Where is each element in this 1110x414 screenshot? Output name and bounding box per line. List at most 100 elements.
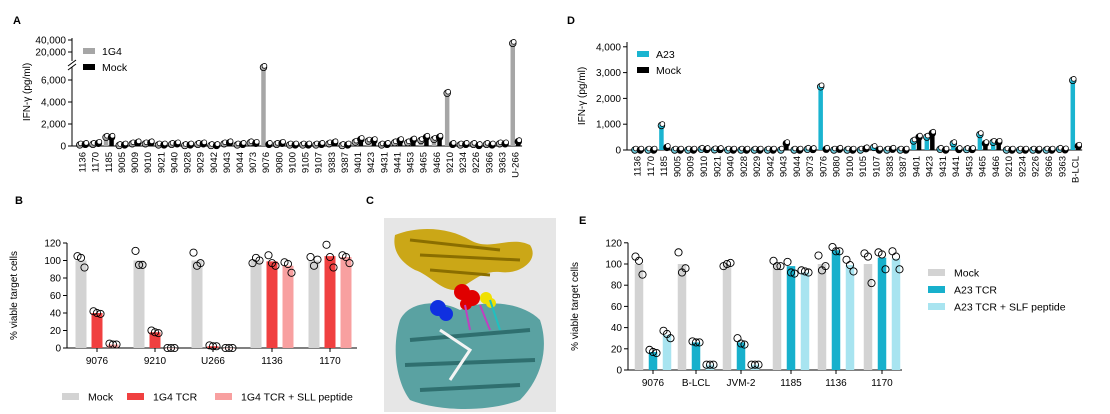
y-tick-label: 40,000 <box>35 36 66 47</box>
x-tick-label: 9431 <box>379 152 390 173</box>
bar-mock <box>930 133 935 150</box>
data-point <box>903 145 910 152</box>
bar-mock <box>916 137 922 150</box>
x-tick-label: 9466 <box>991 156 1002 177</box>
data-point <box>666 334 675 343</box>
x-tick-label: 9453 <box>406 152 417 173</box>
data-point <box>733 334 742 343</box>
x-tick-label: 9029 <box>752 156 763 177</box>
legend-swatch <box>637 51 649 57</box>
bar-mock <box>722 264 732 370</box>
x-tick-label: 9383 <box>885 156 896 177</box>
data-point <box>398 136 404 142</box>
x-tick-label: 9431 <box>938 156 949 177</box>
legend-swatch <box>83 64 95 70</box>
axis-break-mark <box>67 63 77 71</box>
data-point <box>188 140 195 147</box>
x-tick-label: 9076 <box>261 152 272 173</box>
data-point <box>681 264 690 273</box>
x-tick-label: 9210 <box>1004 156 1015 177</box>
y-tick-label: 100 <box>605 260 622 271</box>
y-tick-label: 80 <box>611 281 623 292</box>
y-tick-label: 40 <box>50 309 62 320</box>
data-point <box>786 268 796 277</box>
data-point <box>445 88 451 95</box>
y-tick-label: 2,000 <box>41 120 66 131</box>
legend-swatch <box>127 393 144 400</box>
bar-mock <box>133 260 145 348</box>
legend-swatch <box>62 393 79 400</box>
data-point <box>477 141 483 147</box>
panel-label-c: C <box>366 195 374 207</box>
data-point <box>731 145 738 152</box>
data-point <box>411 135 418 142</box>
data-point <box>695 338 704 347</box>
bar-1g4-tcr-sll-peptide <box>340 257 352 348</box>
x-tick-label: 9383 <box>327 152 338 173</box>
panel-label-e: E <box>579 215 586 227</box>
data-point <box>76 253 86 262</box>
x-tick-label: 1170 <box>871 378 893 389</box>
data-point <box>1076 141 1083 148</box>
data-point <box>166 343 176 353</box>
legend-label: Mock <box>102 62 128 74</box>
data-point <box>877 145 883 152</box>
data-point <box>863 252 873 261</box>
data-point <box>322 240 331 249</box>
y-tick-label: 0 <box>615 146 621 157</box>
x-tick-label: 9441 <box>392 152 403 173</box>
data-point <box>306 252 315 262</box>
legend-label: A23 TCR <box>954 285 997 297</box>
x-tick-label: 9366 <box>484 152 495 173</box>
data-point <box>835 247 844 256</box>
x-tick-label: JVM-2 <box>727 378 756 389</box>
data-point <box>254 138 260 145</box>
data-point <box>776 262 785 271</box>
y-axis-label: % viable target cells <box>570 262 581 351</box>
data-point <box>135 138 142 145</box>
y-axis-label: % viable target cells <box>9 251 20 340</box>
x-tick-label: 9465 <box>419 152 430 173</box>
data-point <box>149 138 155 145</box>
data-point <box>424 132 431 139</box>
data-point <box>108 340 118 349</box>
x-tick-label: 9029 <box>196 152 207 173</box>
data-point <box>638 145 645 152</box>
x-tick-label: 9387 <box>340 152 351 173</box>
x-tick-label: 9401 <box>911 156 922 177</box>
x-tick-label: U-266 <box>511 152 522 178</box>
data-point <box>804 268 813 277</box>
data-point <box>726 258 735 267</box>
y-tick-label: 4,000 <box>41 98 66 109</box>
x-tick-label: 9423 <box>925 156 936 177</box>
data-point <box>750 360 760 369</box>
data-point <box>736 339 746 348</box>
data-point <box>341 252 351 262</box>
x-tick-label: 9465 <box>978 156 989 177</box>
x-tick-label: 9441 <box>951 156 962 177</box>
bar-a23 <box>977 134 983 150</box>
data-point <box>329 263 338 272</box>
data-point <box>96 309 105 318</box>
panel-label-a: A <box>13 15 21 27</box>
legend-label: Mock <box>656 65 682 77</box>
x-tick-label: 9010 <box>699 156 710 177</box>
data-point <box>280 138 286 145</box>
x-tick-label: 9080 <box>832 156 843 177</box>
data-point <box>818 82 825 89</box>
x-tick-label: 9040 <box>169 152 180 173</box>
x-tick-label: 1170 <box>319 356 341 367</box>
x-tick-label: 9009 <box>130 152 141 173</box>
data-point <box>790 269 799 278</box>
x-tick-label: B-LCL <box>682 378 711 389</box>
data-point <box>228 343 237 353</box>
data-point <box>691 145 698 152</box>
data-point <box>772 262 782 271</box>
data-point <box>722 259 732 269</box>
data-point <box>175 139 181 146</box>
data-point <box>797 145 804 152</box>
x-tick-label: 9010 <box>143 152 154 173</box>
data-point <box>648 347 658 357</box>
x-tick-label: 9210 <box>144 356 167 367</box>
x-tick-label: 1136 <box>825 378 847 389</box>
